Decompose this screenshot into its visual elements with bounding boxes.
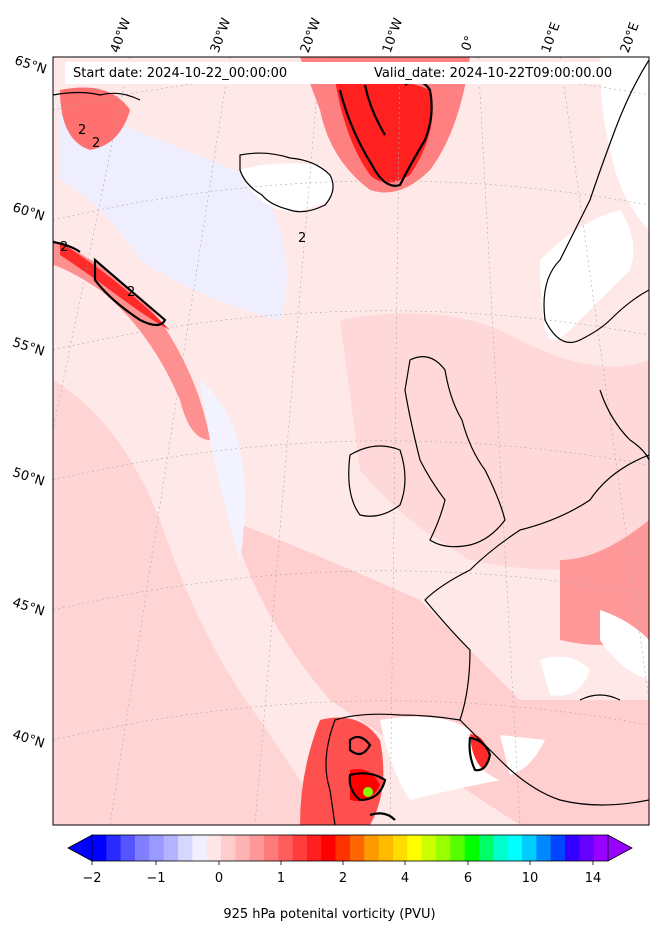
- colorbar-segment: [321, 835, 336, 861]
- colorbar-segment: [421, 835, 437, 861]
- coastlines: [53, 59, 649, 825]
- start-date-label: Start date: 2024-10-22_00:00:00: [73, 66, 288, 81]
- colorbar-segment: [522, 835, 537, 861]
- colorbar-tick-label: 0: [214, 871, 224, 886]
- colorbar-segment: [436, 835, 451, 861]
- pv-field-high-band: [335, 76, 433, 183]
- terrain-mask-iceland: [240, 163, 334, 212]
- colorbar-segment: [450, 835, 465, 861]
- colorbar-segment: [92, 835, 107, 861]
- colorbar-extend-max: [607, 834, 633, 862]
- colorbar-segment: [550, 835, 566, 861]
- colorbar-tick-label: 14: [584, 871, 602, 886]
- colorbar-title: 925 hPa potenital vorticity (PVU): [223, 907, 436, 922]
- pv-field-patch: [53, 380, 330, 825]
- colorbar-segment: [307, 835, 322, 861]
- contour-label: 2: [92, 136, 101, 151]
- colorbar-segment: [378, 835, 394, 861]
- pv-field-peak: [363, 787, 373, 797]
- colorbar-frame: [91, 834, 609, 862]
- colorbar-segment: [479, 835, 494, 861]
- colorbar-segment: [565, 835, 580, 861]
- colorbar-segment: [264, 835, 279, 861]
- colorbar-segment: [536, 835, 551, 861]
- colorbar-segment: [249, 835, 265, 861]
- pv-field-negative-zone: [200, 380, 245, 560]
- colorbar-segment: [192, 835, 207, 861]
- colorbar-tick-label: 6: [463, 871, 473, 886]
- colorbar-segment: [292, 835, 308, 861]
- pv-field-high-band: [60, 87, 130, 150]
- map-frame: [52, 56, 650, 826]
- terrain-mask-scandinavia: [600, 57, 649, 230]
- pv-field-patch: [230, 520, 649, 825]
- colorbar-segment: [235, 835, 250, 861]
- colorbar-tick-label: 1: [276, 871, 286, 886]
- colorbar-segment: [106, 835, 121, 861]
- contour-label: 2: [298, 231, 307, 246]
- contour-label: 2: [127, 285, 136, 300]
- colorbar-segment: [464, 835, 480, 861]
- colorbar: [67, 834, 633, 865]
- colorbar-segment: [507, 835, 523, 861]
- colorbar-tick-label: −1: [146, 871, 166, 886]
- colorbar-segment: [350, 835, 365, 861]
- colorbar-extend-min: [67, 834, 93, 862]
- colorbar-tick-label: 10: [521, 871, 539, 886]
- terrain-mask-alps: [600, 610, 649, 680]
- colorbar-segment: [593, 835, 609, 861]
- colorbar-segment: [149, 835, 164, 861]
- map-area: [53, 57, 649, 825]
- pv-field-high-band: [560, 520, 649, 645]
- contour-label: 2: [60, 240, 69, 255]
- contour-2pvu: [53, 79, 492, 821]
- colorbar-segment: [407, 835, 422, 861]
- colorbar-segment: [206, 835, 222, 861]
- colorbar-segment: [493, 835, 508, 861]
- terrain-mask-alps: [540, 656, 590, 696]
- colorbar-segment: [393, 835, 408, 861]
- colorbar-segment: [135, 835, 150, 861]
- contour-label: 2: [78, 123, 87, 138]
- colorbar-tick-label: 4: [400, 871, 410, 886]
- header-background: [65, 62, 635, 84]
- colorbar-segment: [278, 835, 293, 861]
- colorbar-tick-label: 2: [338, 871, 348, 886]
- colorbar-tick-label: −2: [82, 871, 102, 886]
- colorbar-segment: [221, 835, 236, 861]
- pv-field-patch: [340, 313, 649, 570]
- colorbar-segment: [120, 835, 136, 861]
- pv-field-negative-zone: [60, 100, 287, 320]
- colorbar-segment: [364, 835, 379, 861]
- colorbar-segment: [163, 835, 179, 861]
- colorbar-segment: [335, 835, 351, 861]
- colorbar-segment: [579, 835, 594, 861]
- terrain-mask-iberia: [500, 735, 545, 775]
- valid-date-label: Valid_date: 2024-10-22T09:00:00.00: [374, 66, 613, 81]
- colorbar-segment: [178, 835, 193, 861]
- terrain-mask-scandinavia: [540, 210, 634, 340]
